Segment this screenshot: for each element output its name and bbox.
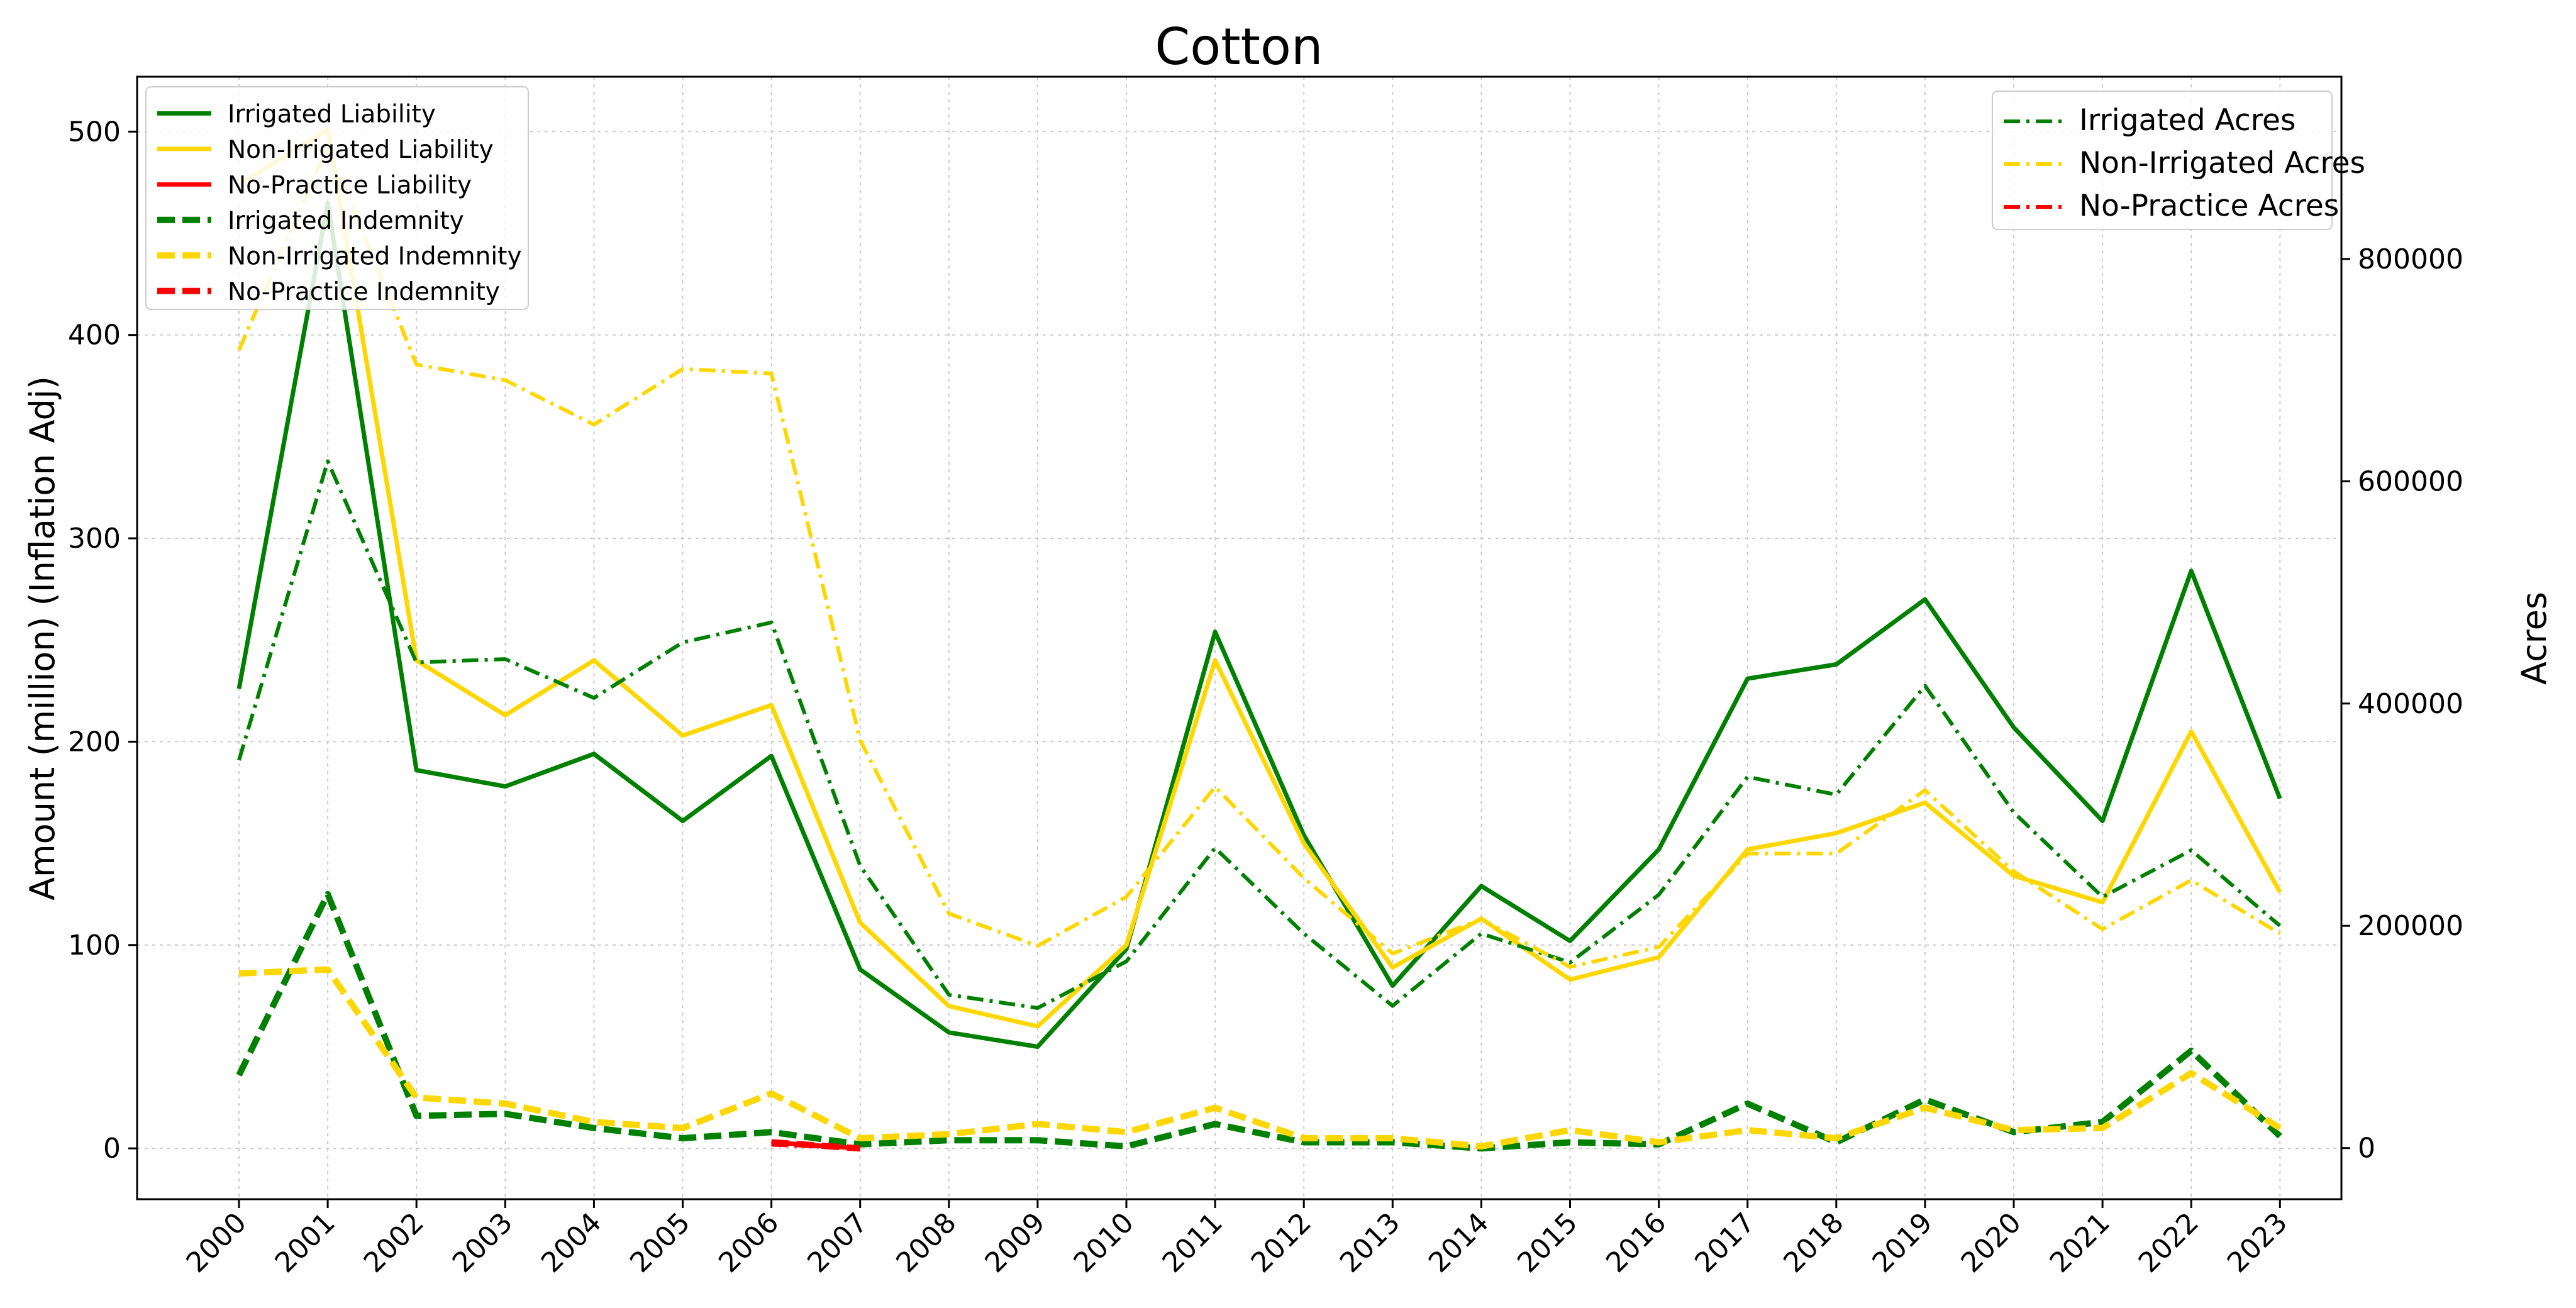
x-tick-label: 2022 xyxy=(2133,1207,2205,1279)
legend-right: Irrigated Acres Non-Irrigated Acres No-Pra… xyxy=(1992,91,2365,230)
x-tick-label: 2018 xyxy=(1777,1207,1850,1279)
series-line-irrigated-acres xyxy=(237,459,2282,1010)
series-line-non-irrigated-indemnity xyxy=(238,966,2282,1150)
legend-label: Irrigated Acres xyxy=(2079,103,2296,138)
x-tick-label: 2009 xyxy=(979,1207,1051,1279)
y-left-tick-label: 0 xyxy=(103,1133,121,1165)
series-line-non-irrigated-liability xyxy=(238,127,2282,1029)
x-tick-label: 2003 xyxy=(447,1207,519,1279)
x-tick-label: 2019 xyxy=(1866,1207,1938,1279)
y-right-tick-label: 400000 xyxy=(2358,688,2463,720)
x-axis: 2000 2001 2002 2003 2004 2005 2006 2007 2008 2009… xyxy=(180,1199,2294,1279)
x-tick-label: 2021 xyxy=(2044,1207,2116,1279)
x-tick-label: 2020 xyxy=(1955,1207,2028,1279)
legend-frame xyxy=(1992,91,2333,230)
x-tick-label: 2000 xyxy=(180,1207,253,1279)
y-left-tick-label: 200 xyxy=(68,726,121,758)
y-axis-right: 0 200000 400000 600000 800000 xyxy=(2341,243,2463,1165)
y-axis-left: 0 100 200 300 400 500 xyxy=(68,116,137,1165)
series-layer xyxy=(236,127,2282,1152)
y-left-tick-label: 100 xyxy=(68,929,121,962)
legend-frame xyxy=(145,86,529,310)
x-tick-label: 2013 xyxy=(1334,1207,1406,1279)
legend-label: No-Practice Indemnity xyxy=(228,278,500,306)
chart-title: Cotton xyxy=(1155,18,1323,76)
y-left-tick-label: 300 xyxy=(68,523,121,555)
x-tick-label: 2001 xyxy=(269,1207,341,1279)
grid xyxy=(137,77,2341,1199)
x-tick-label: 2011 xyxy=(1157,1207,1229,1279)
x-tick-label: 2014 xyxy=(1423,1207,1495,1279)
y-right-tick-label: 600000 xyxy=(2358,465,2463,497)
legend-label: Non-Irrigated Liability xyxy=(228,136,494,164)
legend-label: Irrigated Indemnity xyxy=(228,207,464,235)
x-tick-label: 2002 xyxy=(358,1207,430,1279)
legend-label: No-Practice Liability xyxy=(228,171,472,199)
legend-label: Irrigated Liability xyxy=(228,100,436,128)
x-tick-label: 2012 xyxy=(1245,1207,1318,1279)
legend-label: Non-Irrigated Acres xyxy=(2079,146,2365,180)
x-tick-label: 2016 xyxy=(1600,1207,1672,1279)
x-tick-label: 2008 xyxy=(890,1207,962,1279)
x-tick-label: 2005 xyxy=(624,1207,696,1279)
y-right-tick-label: 200000 xyxy=(2358,910,2463,942)
series-line-irrigated-liability xyxy=(236,201,2282,1049)
x-tick-label: 2017 xyxy=(1689,1207,1761,1279)
y-left-tick-label: 500 xyxy=(68,116,121,148)
y-axis-right-title: Acres xyxy=(2514,592,2554,685)
x-tick-label: 2004 xyxy=(535,1207,608,1279)
y-right-tick-label: 800000 xyxy=(2358,243,2463,275)
y-left-tick-label: 400 xyxy=(68,319,121,352)
legend-left: Irrigated Liability Non-Irrigated Liabili… xyxy=(145,86,529,310)
plot-frame xyxy=(136,75,2343,1200)
x-tick-label: 2010 xyxy=(1068,1207,1140,1279)
series-line-irrigated-indemnity xyxy=(236,890,2282,1152)
legend-label: Non-Irrigated Indemnity xyxy=(228,242,522,270)
x-tick-label: 2007 xyxy=(801,1207,874,1279)
x-tick-label: 2006 xyxy=(713,1207,785,1279)
legend-label: No-Practice Acres xyxy=(2079,189,2339,223)
series-line-no-practice-indemnity xyxy=(771,1139,861,1152)
y-right-tick-label: 0 xyxy=(2358,1133,2375,1165)
y-axis-left-title: Amount (million) (Inflation Adj) xyxy=(23,376,62,901)
x-tick-label: 2023 xyxy=(2221,1207,2294,1279)
series-line-no-practice-acres xyxy=(771,1143,860,1150)
x-tick-label: 2015 xyxy=(1511,1207,1584,1279)
